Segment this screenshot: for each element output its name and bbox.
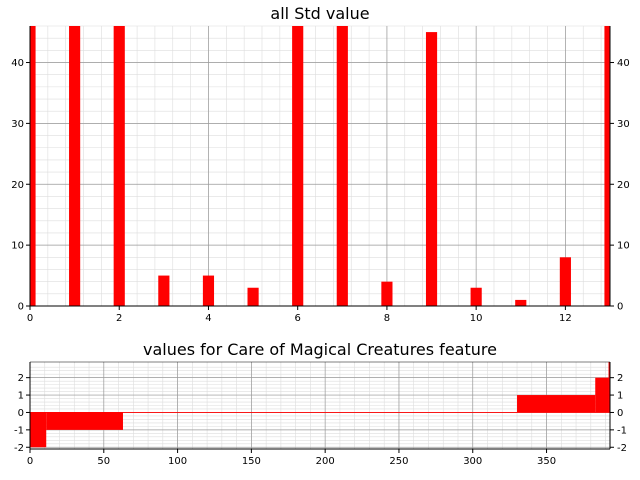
area-segment [517,395,596,413]
y-tick-label-right: 10 [617,241,630,252]
chart-2-ticks: 0 50 100 150 200 250 300 350 -2 -2 -1 -1 0 0 1 1 2 2 [14,373,627,467]
y-tick-label-left: 30 [11,119,24,130]
y-tick-label-left: 0 [18,302,24,313]
chart-1-axes [29,26,611,307]
y-tick-label-right: -1 [617,425,627,436]
x-tick-label: 10 [470,313,483,324]
y-tick-label-right: 1 [617,391,623,402]
y-tick-label-right: 2 [617,373,623,384]
bar [158,275,170,306]
x-tick-label: 100 [168,456,187,467]
x-tick-label: 0 [27,456,33,467]
x-tick-label: 2 [116,313,122,324]
bar [113,26,125,306]
x-tick-label: 350 [537,456,556,467]
y-tick-label-left: 2 [18,373,24,384]
bar [202,275,215,306]
x-tick-label: 200 [316,456,335,467]
chart-2-title: values for Care of Magical Creatures fea… [143,340,497,359]
chart-2-axes [29,361,611,450]
x-tick-label: 8 [384,313,390,324]
x-tick-label: 0 [27,313,33,324]
x-tick-label: 50 [97,456,110,467]
y-tick-label-right: 40 [617,58,630,69]
bar [381,281,393,306]
chart-2-grid [29,362,610,449]
area-segment [595,377,609,413]
chart-1-bars [30,26,610,307]
y-tick-label-right: -2 [617,443,627,454]
y-tick-label-right: 0 [617,302,623,313]
bar [247,287,259,306]
y-tick-label-left: 20 [11,180,24,191]
y-tick-label-left: 0 [18,408,24,419]
x-tick-label: 6 [295,313,301,324]
area-segment [608,362,610,413]
bar [292,26,304,306]
y-tick-label-right: 20 [617,180,630,191]
bar [336,26,348,306]
y-tick-label-left: 10 [11,241,24,252]
area-segment [30,412,47,448]
x-tick-label: 150 [242,456,261,467]
chart-1-title: all Std value [270,4,369,23]
bar [69,26,81,306]
bar [515,299,527,306]
area-segment [46,412,123,430]
bar [425,32,438,307]
y-tick-label-left: 1 [18,391,24,402]
bar [30,26,36,306]
y-tick-label-left: 40 [11,58,24,69]
chart-2-area [30,362,610,448]
y-tick-label-left: -1 [14,425,24,436]
x-tick-label: 12 [559,313,572,324]
y-tick-label-right: 30 [617,119,630,130]
bar [604,26,610,306]
x-tick-label: 300 [463,456,482,467]
bar [559,257,571,306]
x-tick-label: 250 [389,456,408,467]
bar [470,287,482,306]
y-tick-label-right: 0 [617,408,623,419]
y-tick-label-left: -2 [14,443,24,454]
x-tick-label: 4 [205,313,211,324]
